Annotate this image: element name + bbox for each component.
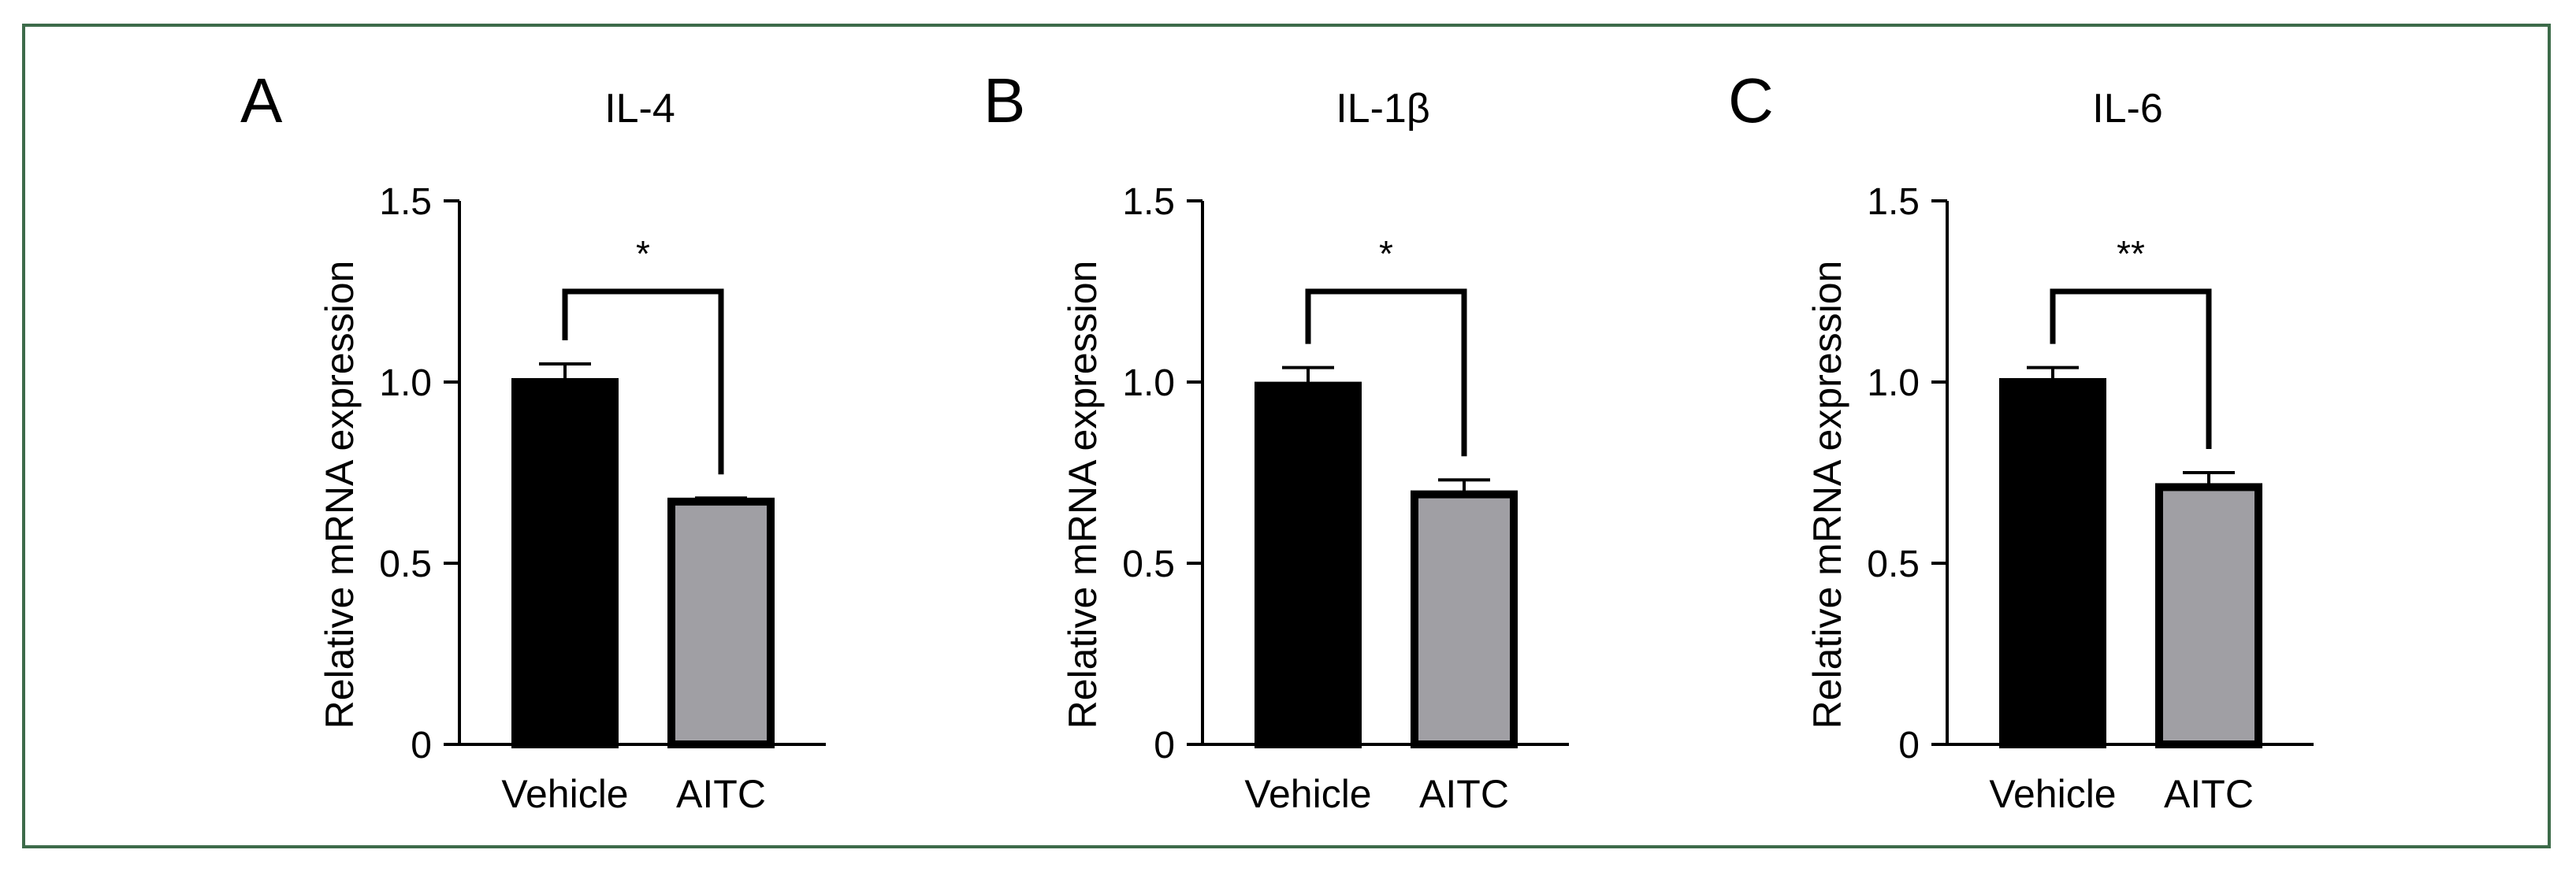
y-tick-label-a: 0.5: [379, 544, 432, 585]
x-category-label-b: Vehicle: [1244, 772, 1371, 816]
x-category-label-a: AITC: [676, 772, 766, 816]
y-tick-label-b: 0.5: [1122, 544, 1175, 585]
bar-b-vehicle: [1255, 381, 1362, 748]
y-tick-label-a: 1.0: [379, 362, 432, 404]
chart-title-b: IL-1β: [1336, 86, 1430, 132]
panel-letter-c: C: [1728, 65, 1774, 135]
bar-a-aitc: [667, 497, 775, 748]
y-tick-label-c: 0: [1898, 725, 1920, 766]
y-tick-label-c: 1.5: [1867, 181, 1920, 223]
panel-letter-a: A: [240, 65, 283, 135]
y-tick-label-b: 0: [1154, 725, 1175, 766]
y-axis-label-b: Relative mRNA expression: [1061, 261, 1105, 729]
y-tick-label-a: 1.5: [379, 181, 432, 223]
chart-title-c: IL-6: [2092, 86, 2163, 132]
significance-marker-b: *: [1379, 233, 1393, 274]
bar-b-aitc: [1411, 490, 1518, 748]
significance-marker-c: **: [2117, 233, 2145, 274]
bar-c-vehicle: [1999, 378, 2106, 748]
bar-a-vehicle: [511, 378, 619, 748]
y-tick-label-b: 1.5: [1122, 181, 1175, 223]
chart-title-a: IL-4: [604, 86, 675, 132]
x-category-label-c: AITC: [2164, 772, 2254, 816]
significance-bracket-c: [2050, 288, 2212, 449]
panel-letter-b: B: [983, 65, 1025, 135]
y-tick-label-a: 0: [411, 725, 432, 766]
significance-bracket-b: [1305, 288, 1467, 457]
y-tick-label-b: 1.0: [1122, 362, 1175, 404]
figure-frame: [22, 24, 2551, 848]
y-axis-label-c: Relative mRNA expression: [1805, 261, 1849, 729]
bar-c-aitc: [2155, 483, 2262, 749]
x-category-label-a: Vehicle: [501, 772, 628, 816]
y-axis-label-a: Relative mRNA expression: [318, 261, 362, 729]
y-tick-label-c: 0.5: [1867, 544, 1920, 585]
significance-marker-a: *: [636, 233, 650, 274]
x-category-label-c: Vehicle: [1989, 772, 2116, 816]
y-tick-label-c: 1.0: [1867, 362, 1920, 404]
significance-bracket-a: [562, 288, 724, 475]
x-category-label-b: AITC: [1419, 772, 1509, 816]
